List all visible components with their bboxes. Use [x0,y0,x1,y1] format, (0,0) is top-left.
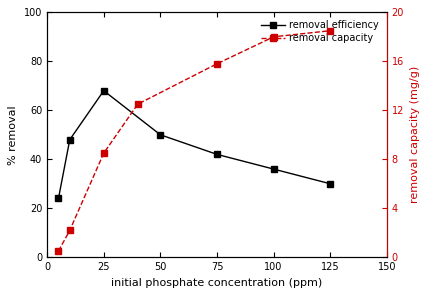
Y-axis label: % removal: % removal [8,105,18,165]
Legend: removal efficiency, removal capacity: removal efficiency, removal capacity [258,17,382,46]
X-axis label: initial phosphate concentration (ppm): initial phosphate concentration (ppm) [111,278,323,288]
Y-axis label: removal capacity (mg/g): removal capacity (mg/g) [410,66,420,203]
